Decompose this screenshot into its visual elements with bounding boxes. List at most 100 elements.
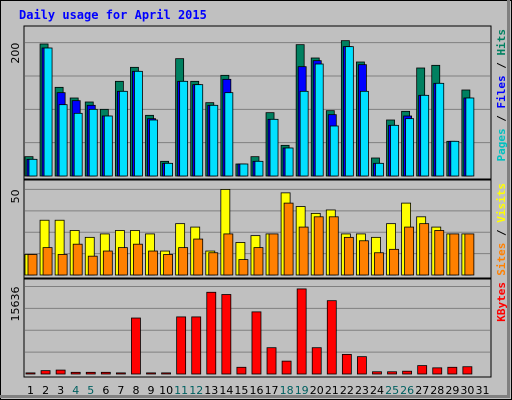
day-label-6: 6 [102, 384, 109, 397]
bar-kbytes-day-21 [326, 300, 337, 375]
day-label-7: 7 [117, 384, 124, 397]
bar-sites-day-5 [87, 255, 98, 276]
bar-sites-day-15 [238, 259, 249, 276]
day-label-21: 21 [325, 384, 339, 397]
bar-sites-day-20 [313, 216, 324, 276]
bar-pages-day-17 [269, 118, 279, 177]
bar-sites-day-16 [253, 247, 264, 276]
bar-sites-day-29 [449, 233, 460, 276]
bar-kbytes-day-17 [266, 347, 277, 375]
day-label-24: 24 [370, 384, 384, 397]
bar-pages-day-3 [58, 104, 68, 177]
bar-sites-day-6 [102, 250, 113, 276]
bar-pages-day-5 [88, 108, 98, 177]
bar-sites-day-30 [464, 233, 475, 276]
day-label-23: 23 [355, 384, 369, 397]
bar-pages-day-30 [465, 97, 475, 177]
bar-sites-day-11 [178, 247, 189, 276]
bar-pages-day-25 [390, 124, 399, 177]
frame-shadow-bottom [0, 395, 510, 398]
day-label-25: 25 [385, 384, 399, 397]
bar-pages-day-9 [149, 119, 158, 177]
bar-sites-day-28 [434, 230, 445, 276]
bar-kbytes-day-5 [85, 371, 96, 375]
bar-pages-day-2 [43, 47, 53, 177]
day-label-12: 12 [189, 384, 203, 397]
bar-kbytes-day-7 [115, 372, 126, 375]
bar-pages-day-12 [194, 84, 204, 177]
day-label-17: 17 [265, 384, 279, 397]
bar-sites-day-23 [359, 240, 369, 276]
ytick-label-kbytes: 15636 [9, 286, 22, 321]
bar-kbytes-day-28 [432, 367, 443, 375]
legend-kbytes: KBytes [495, 282, 508, 322]
bar-sites-day-14 [223, 233, 234, 276]
day-label-10: 10 [159, 384, 173, 397]
day-label-13: 13 [204, 384, 218, 397]
bar-pages-day-7 [118, 90, 128, 177]
bar-pages-day-14 [224, 92, 234, 177]
bar-kbytes-day-9 [146, 372, 156, 375]
bar-pages-day-27 [420, 94, 430, 177]
bar-pages-day-15 [239, 163, 249, 177]
bar-pages-day-20 [314, 63, 324, 177]
bar-pages-day-22 [344, 46, 354, 177]
bar-sites-day-4 [72, 243, 83, 276]
bar-kbytes-day-19 [296, 288, 307, 375]
bar-pages-day-18 [284, 147, 294, 177]
legend-hits-files-pages: Pages / Files / Hits [495, 29, 508, 162]
day-label-2: 2 [42, 384, 49, 397]
bar-kbytes-day-29 [447, 366, 458, 375]
bar-pages-day-24 [375, 162, 384, 177]
bar-pages-day-4 [73, 112, 83, 177]
day-label-18: 18 [280, 384, 294, 397]
bar-pages-day-21 [329, 125, 339, 177]
ytick-label-visits-sites: 50 [9, 189, 22, 203]
bar-pages-day-1 [28, 158, 38, 177]
bar-pages-day-29 [450, 140, 460, 177]
bar-sites-day-22 [343, 236, 354, 276]
bar-sites-day-3 [57, 254, 68, 276]
bar-kbytes-day-8 [131, 317, 141, 375]
day-label-31: 31 [475, 384, 489, 397]
bar-sites-day-7 [117, 247, 128, 276]
bar-sites-day-2 [42, 247, 53, 276]
bar-sites-day-10 [163, 254, 173, 276]
day-label-22: 22 [340, 384, 354, 397]
bar-sites-day-1 [27, 254, 38, 276]
bar-kbytes-day-27 [417, 365, 428, 375]
bar-kbytes-day-10 [161, 372, 171, 375]
bar-sites-day-19 [298, 226, 309, 276]
bar-kbytes-day-2 [40, 370, 51, 375]
bar-sites-day-12 [193, 238, 204, 276]
bar-pages-day-23 [360, 90, 369, 177]
bar-sites-day-18 [283, 202, 294, 276]
bar-pages-day-6 [103, 115, 113, 177]
day-label-16: 16 [250, 384, 264, 397]
bar-kbytes-day-20 [311, 347, 322, 375]
bar-kbytes-day-12 [191, 316, 202, 375]
bar-sites-day-25 [389, 248, 399, 276]
bar-kbytes-day-15 [236, 366, 247, 375]
ytick-label-hits-files-pages: 200 [9, 43, 22, 64]
chart-title: Daily usage for April 2015 [19, 8, 207, 22]
day-label-3: 3 [57, 384, 64, 397]
bar-kbytes-day-13 [206, 291, 217, 375]
bar-pages-day-11 [179, 80, 189, 177]
bar-sites-day-9 [148, 250, 158, 276]
day-label-29: 29 [445, 384, 459, 397]
day-label-27: 27 [415, 384, 429, 397]
bar-kbytes-day-18 [281, 360, 292, 375]
bar-kbytes-day-14 [221, 294, 232, 375]
bar-pages-day-16 [254, 160, 264, 177]
day-label-26: 26 [400, 384, 414, 397]
bar-kbytes-day-6 [100, 371, 111, 375]
bar-kbytes-day-1 [25, 372, 36, 375]
day-label-11: 11 [174, 384, 188, 397]
bar-sites-day-17 [268, 233, 279, 276]
bar-sites-day-27 [419, 223, 430, 276]
day-label-5: 5 [87, 384, 94, 397]
bar-kbytes-day-11 [176, 316, 187, 375]
bar-pages-day-8 [134, 70, 143, 177]
